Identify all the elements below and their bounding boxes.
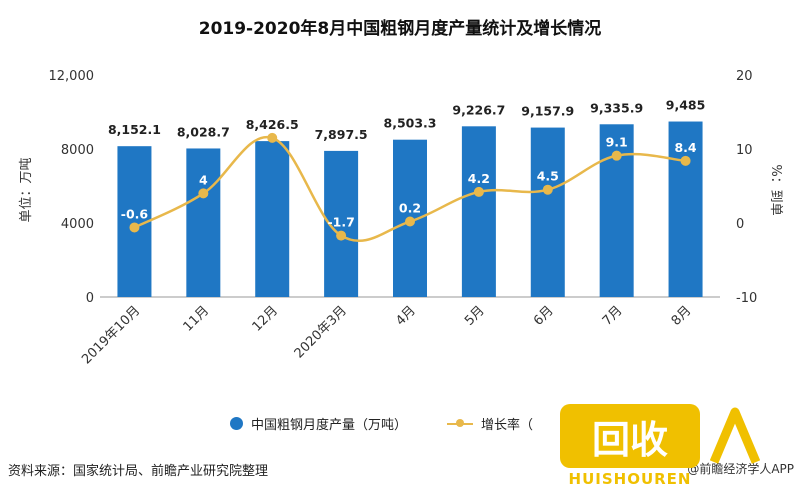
data-labels: 8,152.1 8,028.7 8,426.5 7,897.5 8,503.3 9,226…	[108, 98, 705, 230]
y-right-tick-label: -10	[736, 291, 757, 306]
x-tick-label: 4月	[393, 303, 419, 329]
bar-value-label: 8,028.7	[177, 124, 230, 139]
line-value-label: 9.1	[606, 135, 628, 150]
line-value-label: 4.2	[468, 171, 490, 186]
y-right-tick-label: 20	[736, 69, 753, 84]
y-left-axis-title: 单位：万吨	[19, 157, 34, 222]
legend-bar-label: 中国粗钢月度产量（万吨）	[251, 418, 408, 433]
bar-value-label: 8,152.1	[108, 122, 161, 137]
x-tick-label: 2019年10月	[79, 303, 143, 367]
credit-note: @前瞻经济学人APP	[687, 462, 794, 476]
line-point	[680, 155, 691, 166]
line-point	[198, 188, 209, 199]
bar	[530, 127, 565, 297]
y-right-tick-label: 10	[736, 143, 753, 158]
watermark-sub: HUISHOUREN	[568, 470, 692, 488]
y-left-tick-label: 4000	[61, 217, 94, 232]
legend-item-line[interactable]: 增长率（	[447, 414, 533, 433]
x-tick-label: 7月	[600, 303, 626, 329]
x-tick-label: 8月	[669, 303, 695, 329]
legend-line-swatch	[447, 417, 474, 430]
watermark-chevron-icon	[710, 407, 760, 464]
x-tick-label: 11月	[181, 303, 212, 334]
line-value-label: -1.7	[327, 215, 354, 230]
watermark-main: 回收	[560, 404, 700, 468]
bar-value-label: 7,897.5	[315, 127, 368, 142]
bar	[255, 141, 290, 297]
legend-line-label: 增长率（	[481, 418, 534, 433]
y-right-tick-label: 0	[736, 217, 744, 232]
y-left-tick-label: 8000	[61, 143, 94, 158]
bar-value-label: 9,157.9	[521, 104, 574, 119]
bar-value-label: 9,485	[666, 98, 706, 113]
bar	[668, 121, 703, 297]
line-value-label: 4	[199, 172, 208, 187]
line-value-label: 8.4	[674, 140, 696, 155]
x-tick-label: 5月	[462, 303, 488, 329]
bar	[599, 124, 634, 297]
bar-value-label: 8,503.3	[384, 116, 437, 131]
legend-bar-swatch	[230, 417, 243, 430]
legend-item-bar[interactable]: 中国粗钢月度产量（万吨）	[230, 414, 407, 433]
source-note: 资料来源：国家统计局、前瞻产业研究院整理	[8, 464, 269, 479]
y-right-axis-title: %：到单	[768, 164, 783, 215]
chart-title: 2019-2020年8月中国粗钢月度产量统计及增长情况	[198, 19, 602, 39]
growth-line	[133, 135, 686, 242]
line-point	[542, 184, 553, 195]
line-point	[336, 230, 347, 241]
x-tick-label: 12月	[250, 303, 281, 334]
y-left-tick-label: 12,000	[49, 69, 95, 84]
line-value-label: 0.2	[399, 201, 421, 216]
bar-value-label: 9,335.9	[590, 100, 643, 115]
legend: 中国粗钢月度产量（万吨） 增长率（	[230, 414, 573, 433]
line-point	[267, 132, 278, 143]
x-tick-label: 6月	[531, 303, 557, 329]
line-value-label: -0.6	[121, 206, 149, 221]
bar-value-label: 9,226.7	[452, 102, 505, 117]
bar	[186, 148, 221, 297]
line-point	[129, 222, 140, 233]
line-value-label: 4.5	[537, 169, 559, 184]
line-series	[129, 132, 691, 242]
line-point	[405, 216, 415, 227]
x-tick-label: 2020年3月	[292, 303, 350, 361]
watermark-logo: 回收 HUISHOUREN	[560, 404, 760, 488]
bar	[461, 126, 496, 297]
bar-series	[117, 121, 703, 297]
bar-value-label: 8,426.5	[246, 117, 299, 132]
line-point	[611, 150, 622, 161]
y-left-tick-label: 0	[86, 291, 94, 306]
line-point	[473, 186, 484, 197]
